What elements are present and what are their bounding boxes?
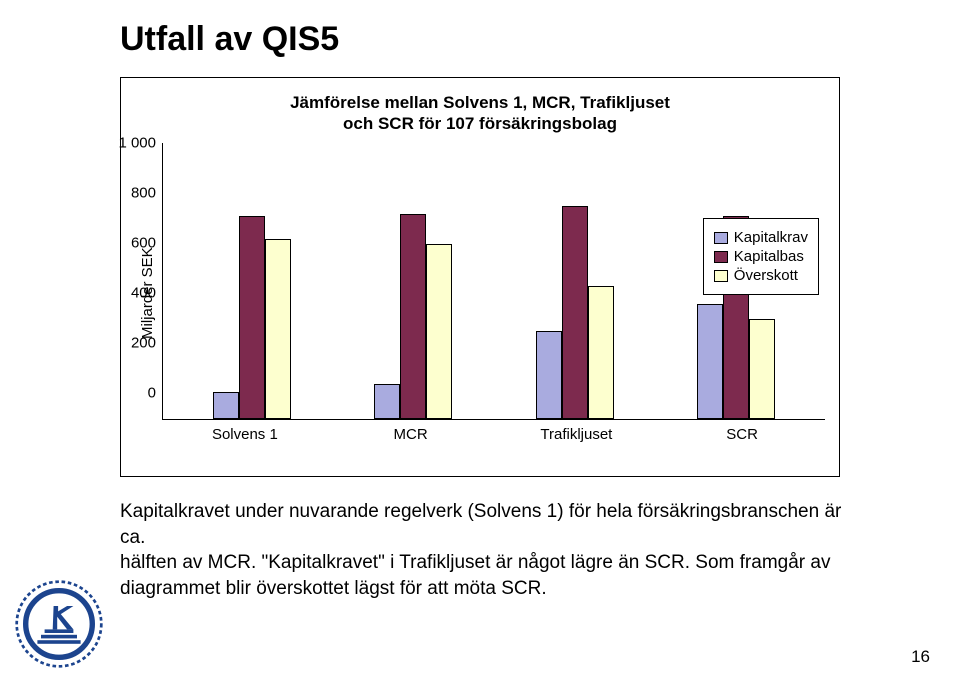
legend-item: Kapitalbas bbox=[714, 248, 808, 265]
bar-group bbox=[333, 214, 495, 419]
x-label: MCR bbox=[328, 426, 494, 443]
ytick: 600 bbox=[131, 235, 156, 250]
caption: Kapitalkravet under nuvarande regelverk … bbox=[120, 499, 860, 602]
bar bbox=[562, 206, 588, 419]
legend-swatch bbox=[714, 232, 728, 244]
bar-group bbox=[171, 216, 333, 419]
ytick: 200 bbox=[131, 335, 156, 350]
legend-swatch bbox=[714, 251, 728, 263]
ytick: 400 bbox=[131, 285, 156, 300]
x-label: Trafikljuset bbox=[494, 426, 660, 443]
chart-body: Miljarder SEK 1 000 800 600 400 200 0 So… bbox=[135, 143, 825, 443]
page-title: Utfall av QIS5 bbox=[120, 20, 920, 59]
x-label: SCR bbox=[659, 426, 825, 443]
bar bbox=[588, 286, 614, 419]
legend-swatch bbox=[714, 270, 728, 282]
legend-label: Kapitalbas bbox=[734, 248, 804, 265]
bar bbox=[697, 304, 723, 419]
legend-item: Överskott bbox=[714, 267, 808, 284]
chart-title-line1: Jämförelse mellan Solvens 1, MCR, Trafik… bbox=[290, 93, 670, 112]
bar bbox=[749, 319, 775, 419]
x-axis-labels: Solvens 1 MCR Trafikljuset SCR bbox=[162, 420, 825, 443]
page-number: 16 bbox=[911, 647, 930, 667]
ytick: 800 bbox=[131, 185, 156, 200]
bar-group bbox=[494, 206, 656, 419]
chart-title: Jämförelse mellan Solvens 1, MCR, Trafik… bbox=[135, 92, 825, 135]
caption-line: Kapitalkravet under nuvarande regelverk … bbox=[120, 501, 841, 548]
bar bbox=[213, 392, 239, 418]
caption-line: hälften av MCR. "Kapitalkravet" i Trafik… bbox=[120, 552, 830, 573]
legend-label: Kapitalkrav bbox=[734, 229, 808, 246]
chart-title-line2: och SCR för 107 försäkringsbolag bbox=[343, 114, 617, 133]
caption-line: diagrammet blir överskottet lägst för at… bbox=[120, 578, 547, 599]
bar bbox=[400, 214, 426, 419]
chart-frame: Jämförelse mellan Solvens 1, MCR, Trafik… bbox=[120, 77, 840, 477]
bar bbox=[426, 244, 452, 419]
bar bbox=[374, 384, 400, 419]
legend: Kapitalkrav Kapitalbas Överskott bbox=[703, 218, 819, 295]
legend-label: Överskott bbox=[734, 267, 798, 284]
x-label: Solvens 1 bbox=[162, 426, 328, 443]
bar bbox=[536, 331, 562, 419]
fi-logo-icon bbox=[14, 579, 104, 669]
bar bbox=[265, 239, 291, 419]
bar bbox=[239, 216, 265, 419]
ytick: 1 000 bbox=[118, 135, 156, 150]
slide: Utfall av QIS5 Jämförelse mellan Solvens… bbox=[0, 0, 960, 681]
ytick: 0 bbox=[148, 385, 156, 400]
legend-item: Kapitalkrav bbox=[714, 229, 808, 246]
